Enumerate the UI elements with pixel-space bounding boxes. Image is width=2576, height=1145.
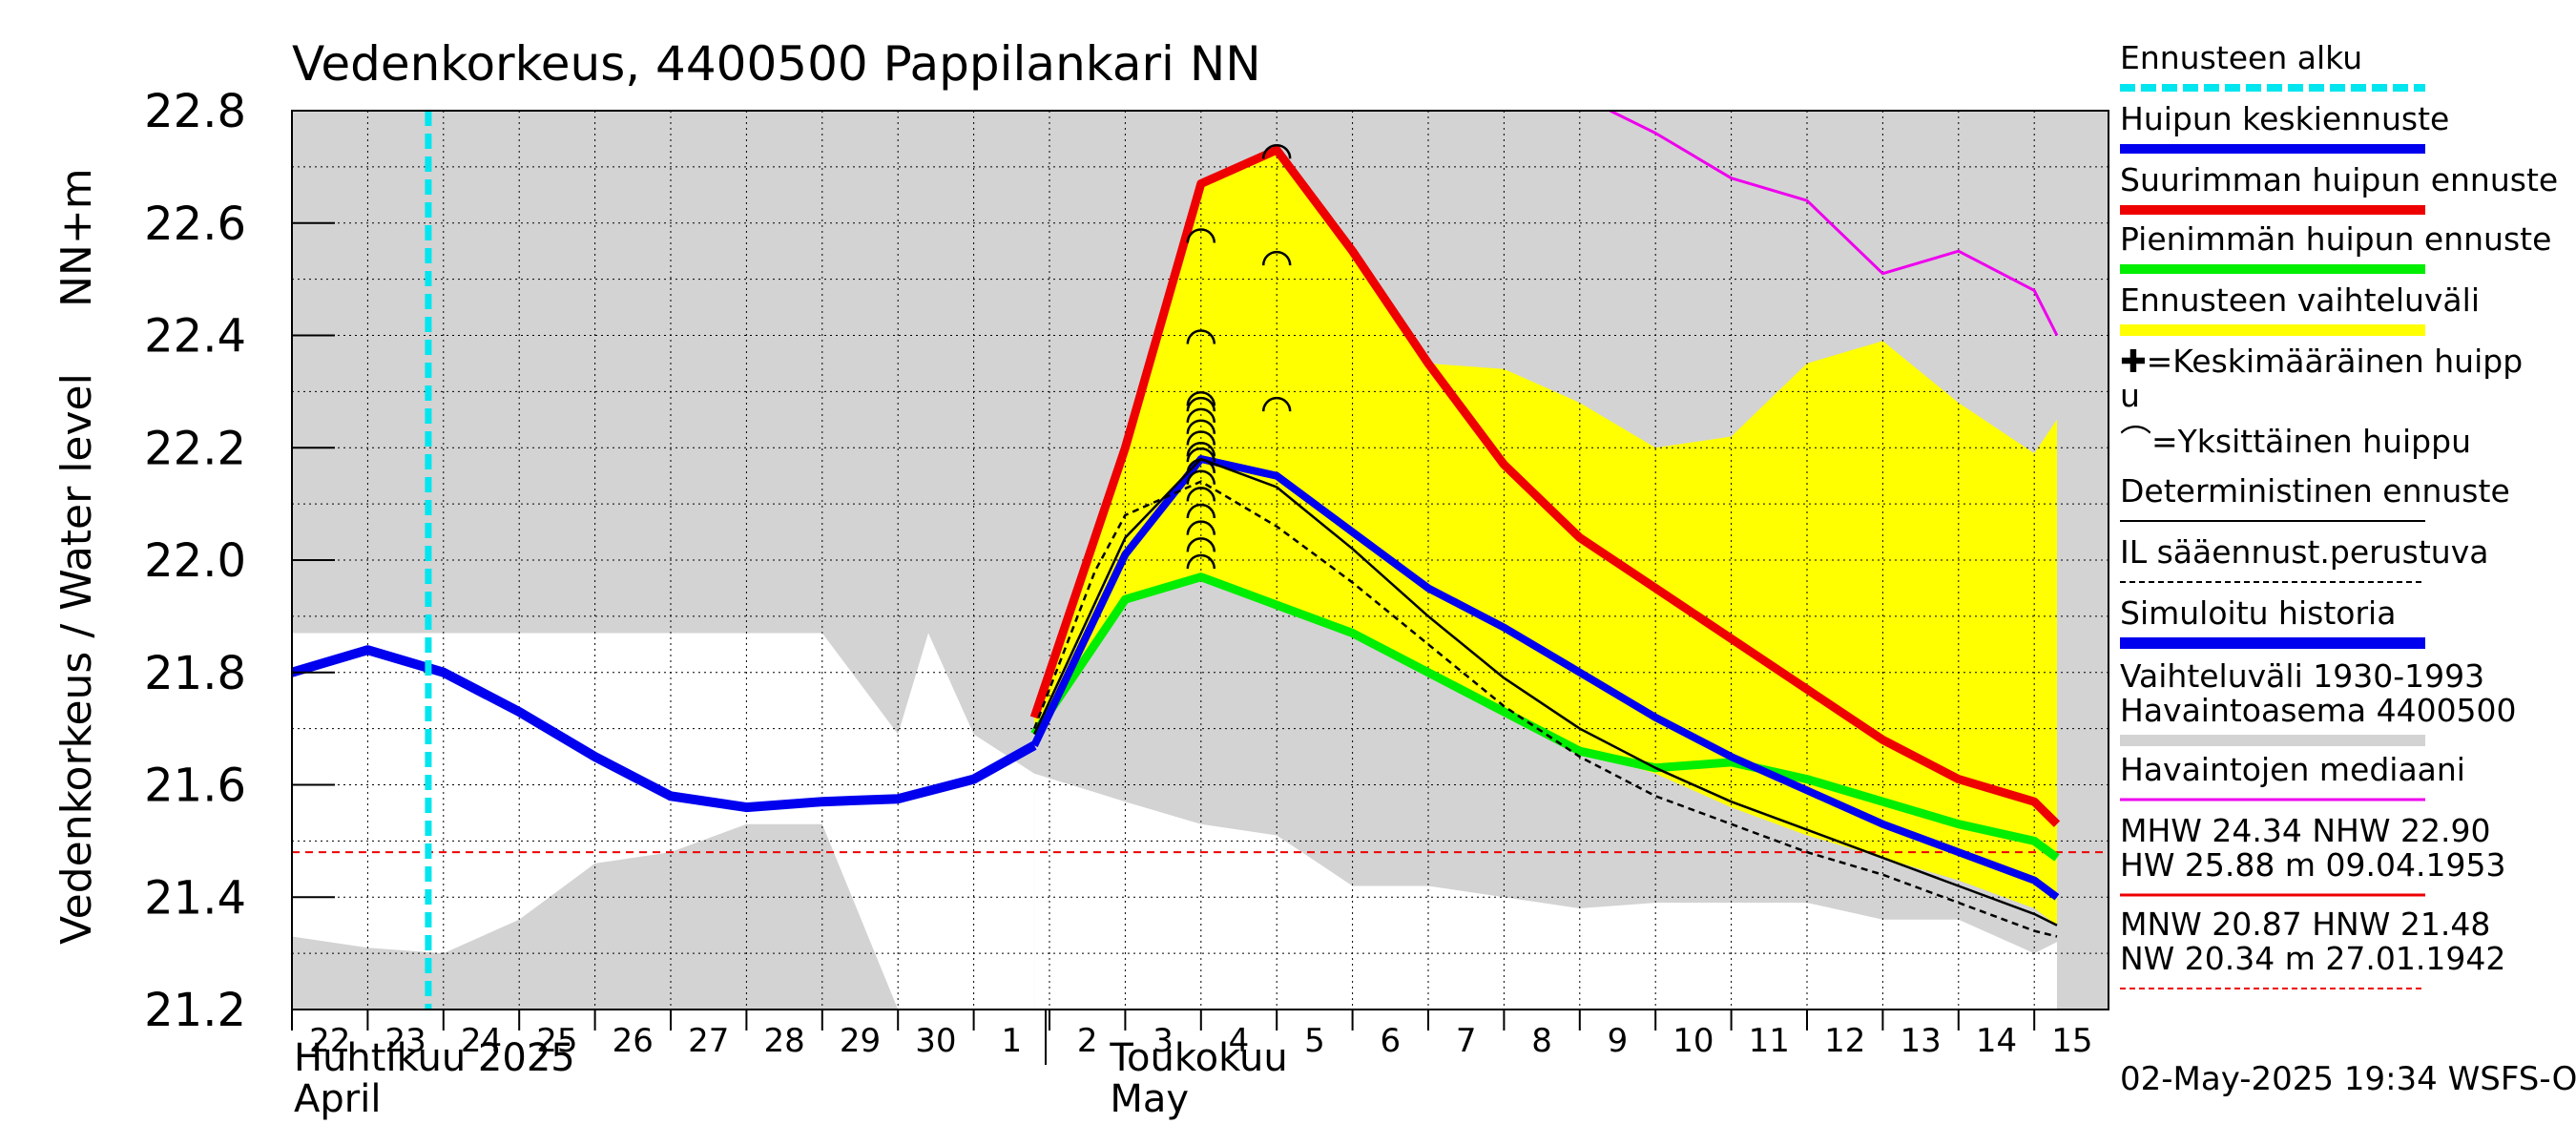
legend-label: Simuloitu historia (2120, 594, 2396, 632)
legend-label-line2: u (2120, 377, 2140, 414)
x-tick-label: 23 (384, 1022, 426, 1060)
x-tick-label: 29 (840, 1022, 881, 1060)
peak-marker (1186, 396, 1216, 412)
chart-title: Vedenkorkeus, 4400500 Pappilankari NN (292, 36, 1261, 92)
peak-marker (1186, 391, 1216, 406)
legend-label: Huipun keskiennuste (2120, 100, 2449, 137)
month-label-en: May (1110, 1077, 1189, 1121)
series-line (1609, 111, 2059, 337)
y-tick-label: 22.8 (144, 85, 246, 138)
month-label: Toukokuu (1109, 1036, 1287, 1080)
legend-label-line2: NW 20.34 m 27.01.1942 (2120, 940, 2505, 977)
x-tick-label: 1 (1001, 1022, 1022, 1060)
x-tick-label: 2 (1077, 1022, 1098, 1060)
legend-label: ✚=Keskimääräinen huipp (2120, 343, 2523, 380)
x-tick-label: 3 (1153, 1022, 1174, 1060)
peak-marker (1186, 447, 1216, 463)
peak-marker (1186, 520, 1216, 535)
legend-label: Deterministinen ennuste (2120, 472, 2510, 510)
x-tick-label: 27 (688, 1022, 729, 1060)
x-tick-label: 25 (536, 1022, 577, 1060)
x-tick-label: 22 (309, 1022, 350, 1060)
x-tick-label: 15 (2051, 1022, 2092, 1060)
y-axis-unit: NN+m (52, 168, 101, 307)
peak-marker (1186, 329, 1216, 344)
y-tick-label: 22.6 (144, 198, 246, 251)
legend-label-line2: Havaintoasema 4400500 (2120, 692, 2517, 729)
month-label: Huhtikuu 2025 (294, 1036, 575, 1080)
x-tick-label: 11 (1749, 1022, 1790, 1060)
peak-marker (1186, 537, 1216, 552)
y-tick-label: 21.6 (144, 760, 246, 813)
legend-label: MNW 20.87 HNW 21.48 (2120, 906, 2490, 943)
peak-marker (1186, 553, 1216, 570)
series-line (1029, 145, 2061, 827)
series-line (1030, 455, 2060, 901)
x-tick-label: 26 (613, 1022, 654, 1060)
historical-range-gap (292, 633, 1035, 1010)
legend: Ennusteen alku Huipun keskiennuste Suurimm… (2120, 39, 2558, 989)
peak-marker (1186, 407, 1216, 424)
peak-marker (1186, 430, 1216, 446)
x-tick-label: 28 (763, 1022, 804, 1060)
series-line (292, 645, 1037, 813)
peak-marker (1186, 419, 1216, 434)
x-tick-label: 8 (1531, 1022, 1552, 1060)
legend-label: Vaihteluväli 1930-1993 (2120, 657, 2484, 695)
legend-label: MHW 24.34 NHW 22.90 (2120, 812, 2490, 849)
peak-marker (1261, 144, 1292, 159)
series-line (1032, 480, 2058, 938)
y-tick-label: 22.4 (144, 310, 246, 364)
timestamp: 02-May-2025 19:34 WSFS-O (2120, 1060, 2576, 1098)
y-tick-label: 21.8 (144, 647, 246, 700)
y-tick-label: 21.4 (144, 871, 246, 925)
plot-area (292, 111, 2109, 1010)
legend-label: ⌒=Yksittäinen huippu (2120, 423, 2471, 460)
x-tick-label: 10 (1672, 1022, 1714, 1060)
y-tick-label: 21.2 (144, 984, 246, 1037)
x-tick-label: 4 (1229, 1022, 1250, 1060)
peak-marker (1186, 503, 1216, 519)
series-line (1030, 572, 2060, 862)
y-tick-label: 22.0 (144, 534, 246, 588)
x-tick-label: 14 (1976, 1022, 2017, 1060)
x-tick-label: 13 (1900, 1022, 1941, 1060)
peak-marker (1261, 396, 1292, 412)
historical-range-gap-forecast (1034, 773, 2057, 1010)
peak-marker (1186, 442, 1216, 457)
x-tick-label: 12 (1824, 1022, 1865, 1060)
peak-marker (1186, 458, 1216, 474)
legend-label: Pienimmän huipun ennuste (2120, 220, 2551, 258)
plot-content (292, 111, 2109, 1010)
x-tick-label: 9 (1608, 1022, 1629, 1060)
legend-label: IL sääennust.perustuva (2120, 533, 2488, 571)
axes: 21.221.421.621.822.022.222.422.622.822 23… (144, 85, 2109, 1121)
peak-marker (1186, 487, 1216, 502)
series-line (1032, 457, 2058, 926)
month-label-en: April (294, 1077, 381, 1121)
x-tick-label: 30 (915, 1022, 956, 1060)
legend-label-line2: HW 25.88 m 09.04.1953 (2120, 846, 2505, 884)
y-axis-label: Vedenkorkeus / Water level (52, 373, 101, 945)
x-tick-label: 7 (1456, 1022, 1477, 1060)
x-tick-label: 6 (1380, 1022, 1401, 1060)
y-tick-label: 22.2 (144, 422, 246, 475)
peak-marker (1186, 228, 1216, 243)
legend-label: Ennusteen vaihteluväli (2120, 281, 2480, 319)
peak-marker (1261, 250, 1292, 266)
legend-label: Suurimman huipun ennuste (2120, 161, 2558, 198)
legend-label: Havaintojen mediaani (2120, 751, 2465, 788)
legend-label: Ennusteen alku (2120, 39, 2362, 76)
x-tick-label: 5 (1304, 1022, 1325, 1060)
peak-marker (1186, 469, 1216, 485)
x-tick-label: 24 (461, 1022, 502, 1060)
forecast-range-band (1034, 150, 2057, 926)
